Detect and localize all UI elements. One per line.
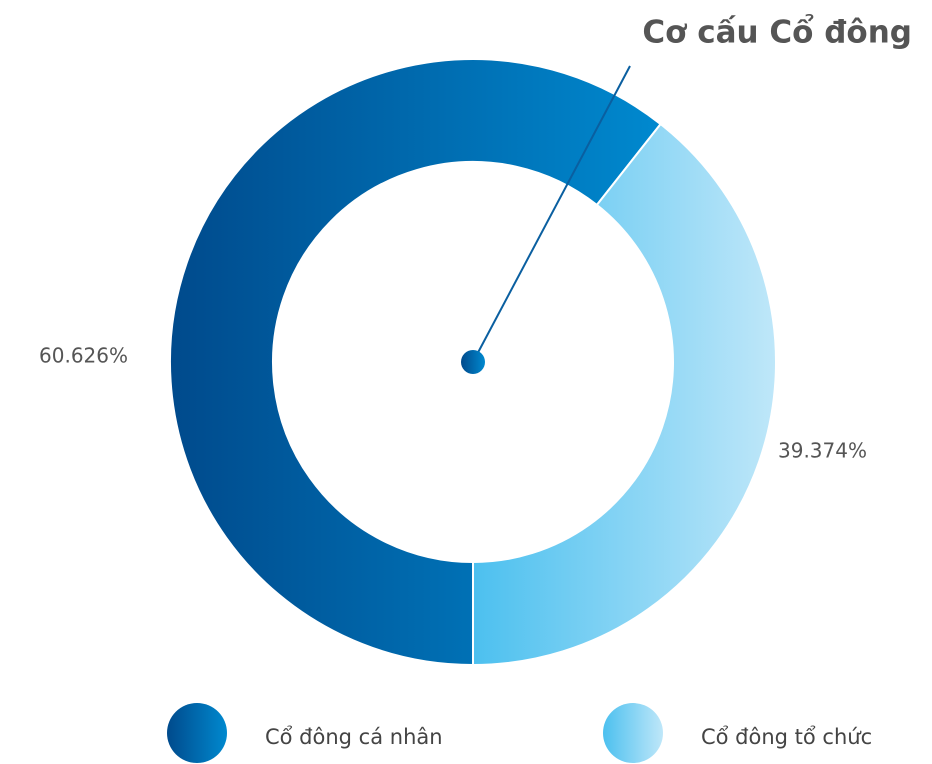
donut-slice [472,122,777,667]
value-label: 60.626% [39,344,128,368]
legend-label: Cổ đông tổ chức [701,725,872,749]
legend-swatch [603,703,663,763]
donut-slice [168,58,663,667]
hub-dot [461,350,485,374]
chart-title: Cơ cấu Cổ đông [642,15,912,51]
legend-swatch [167,703,227,763]
value-label: 39.374% [778,439,867,463]
pointer-line [472,65,631,363]
legend-label: Cổ đông cá nhân [265,725,443,749]
